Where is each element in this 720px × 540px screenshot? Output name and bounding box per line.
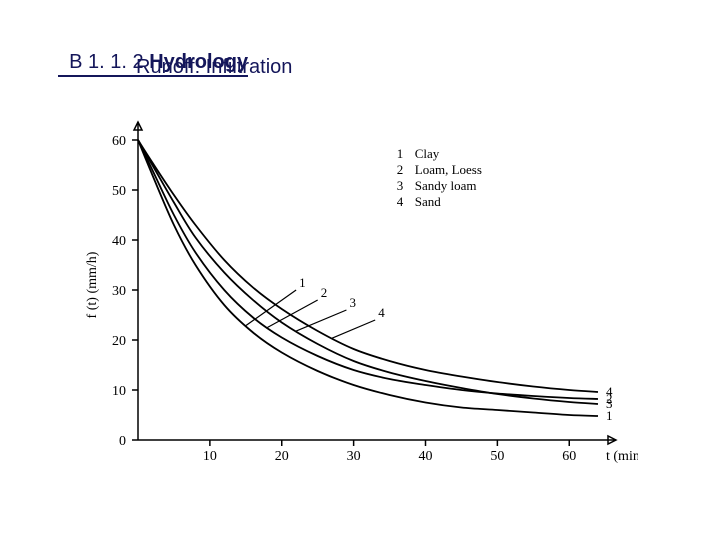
svg-text:20: 20: [112, 334, 126, 349]
svg-text:2: 2: [397, 162, 404, 177]
svg-text:30: 30: [112, 284, 126, 299]
svg-text:10: 10: [203, 449, 217, 464]
section-subtitle: Runoff: Infiltration: [136, 56, 292, 79]
svg-text:40: 40: [419, 449, 433, 464]
svg-text:50: 50: [112, 184, 126, 199]
svg-text:1: 1: [299, 275, 306, 290]
svg-text:0: 0: [119, 434, 126, 449]
svg-text:30: 30: [347, 449, 361, 464]
svg-text:3: 3: [397, 178, 404, 193]
svg-text:50: 50: [490, 449, 504, 464]
svg-text:1: 1: [397, 146, 404, 161]
svg-text:f (t) (mm/h): f (t) (mm/h): [85, 251, 100, 318]
svg-text:Loam, Loess: Loam, Loess: [415, 162, 482, 177]
svg-text:60: 60: [562, 449, 576, 464]
chart-svg: 10 20 30 40 50 60 0 10 20 30 40 50 60 t (min) f (t) (m…: [78, 110, 638, 510]
svg-text:t (min): t (min): [606, 449, 638, 464]
infiltration-chart: 10 20 30 40 50 60 0 10 20 30 40 50 60 t (min) f (t) (m…: [78, 110, 638, 510]
svg-text:Sand: Sand: [415, 194, 442, 209]
svg-text:40: 40: [112, 234, 126, 249]
svg-text:4: 4: [378, 305, 385, 320]
svg-text:4: 4: [606, 384, 613, 399]
svg-text:2: 2: [321, 285, 328, 300]
svg-text:20: 20: [275, 449, 289, 464]
svg-text:60: 60: [112, 134, 126, 149]
svg-text:10: 10: [112, 384, 126, 399]
svg-text:4: 4: [397, 194, 404, 209]
section-number: B 1. 1. 2: [69, 51, 144, 73]
svg-text:Sandy loam: Sandy loam: [415, 178, 477, 193]
svg-text:3: 3: [349, 295, 356, 310]
svg-text:Clay: Clay: [415, 146, 440, 161]
